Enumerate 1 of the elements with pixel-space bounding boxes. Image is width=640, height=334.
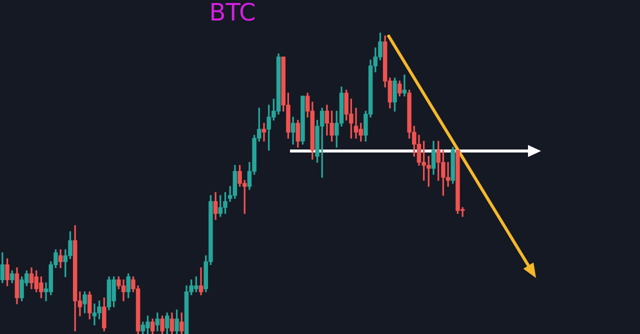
chart-title: BTC [209, 0, 256, 27]
